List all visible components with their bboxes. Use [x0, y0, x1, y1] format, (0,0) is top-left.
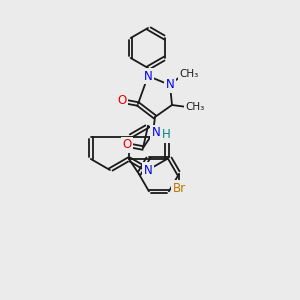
Text: CH₃: CH₃ — [185, 102, 205, 112]
Text: O: O — [122, 139, 132, 152]
Text: N: N — [144, 70, 152, 83]
Text: CH₃: CH₃ — [179, 69, 199, 79]
Text: N: N — [144, 164, 152, 176]
Text: N: N — [152, 127, 160, 140]
Text: N: N — [166, 79, 174, 92]
Text: O: O — [117, 94, 127, 107]
Text: H: H — [162, 128, 170, 142]
Text: Br: Br — [172, 182, 185, 194]
